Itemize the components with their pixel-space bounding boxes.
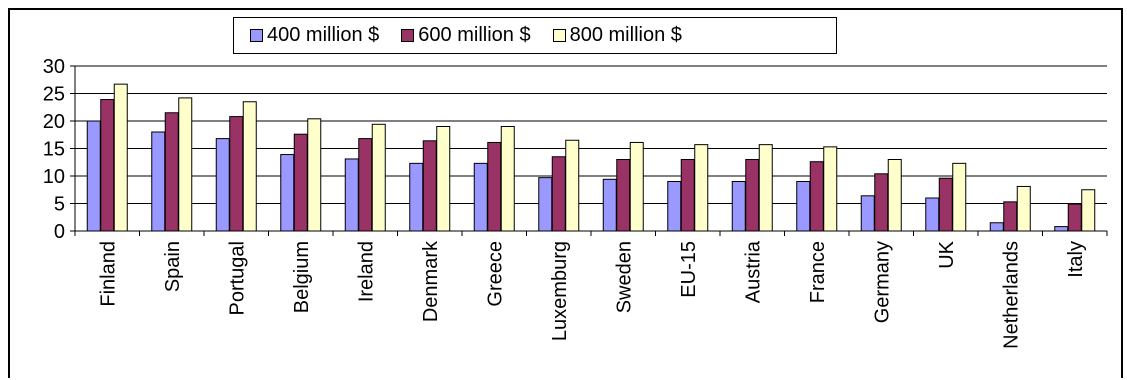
bar-netherlands-series-2 bbox=[1003, 201, 1018, 232]
bar-greece-series-2 bbox=[487, 141, 502, 232]
x-tick-label-greece: Greece bbox=[484, 241, 506, 307]
bar-uk-series-1 bbox=[925, 197, 940, 232]
legend-label-800: 800 million $ bbox=[569, 24, 682, 46]
bar-sweden-series-2 bbox=[616, 159, 631, 232]
x-tick-label-netherlands: Netherlands bbox=[1000, 241, 1022, 349]
x-tick-label-italy: Italy bbox=[1065, 241, 1087, 278]
bar-austria-series-3 bbox=[758, 144, 773, 232]
bar-portugal-series-3 bbox=[242, 101, 257, 232]
x-tick-label-belgium: Belgium bbox=[291, 241, 313, 313]
bar-belgium-series-2 bbox=[293, 133, 308, 232]
bar-eu-15-series-3 bbox=[694, 144, 709, 232]
bar-uk-series-3 bbox=[952, 162, 967, 232]
bar-germany-series-2 bbox=[874, 173, 889, 232]
bar-ireland-series-1 bbox=[344, 158, 359, 232]
bar-denmark-series-2 bbox=[422, 140, 437, 232]
bar-netherlands-series-1 bbox=[989, 222, 1004, 232]
bar-ireland-series-3 bbox=[371, 123, 386, 232]
y-tick-label-15: 15 bbox=[43, 139, 65, 161]
bar-greece-series-1 bbox=[473, 162, 488, 232]
bar-uk-series-2 bbox=[938, 177, 953, 232]
bar-france-series-3 bbox=[823, 146, 838, 232]
bar-france-series-2 bbox=[809, 161, 824, 232]
y-tick-label-25: 25 bbox=[43, 84, 65, 106]
x-tick-label-spain: Spain bbox=[162, 241, 184, 292]
bar-finland-series-3 bbox=[113, 83, 128, 232]
bar-germany-series-3 bbox=[887, 159, 902, 232]
bar-italy-series-2 bbox=[1067, 203, 1082, 232]
y-tick-label-10: 10 bbox=[43, 166, 65, 188]
x-tick-label-sweden: Sweden bbox=[613, 241, 635, 313]
bar-belgium-series-1 bbox=[280, 154, 295, 232]
bar-germany-series-1 bbox=[860, 195, 875, 232]
bar-spain-series-1 bbox=[151, 131, 166, 232]
legend-swatch-400 bbox=[250, 29, 263, 42]
legend-item-800: 800 million $ bbox=[552, 24, 682, 47]
bar-greece-series-3 bbox=[500, 126, 515, 232]
bar-italy-series-3 bbox=[1081, 189, 1096, 232]
bar-denmark-series-3 bbox=[436, 126, 451, 232]
bar-spain-series-2 bbox=[164, 112, 179, 232]
bar-denmark-series-1 bbox=[409, 162, 424, 232]
x-tick-label-germany: Germany bbox=[871, 241, 893, 323]
bar-finland-series-1 bbox=[86, 120, 101, 232]
bar-eu-15-series-1 bbox=[667, 181, 682, 232]
bar-ireland-series-2 bbox=[358, 138, 373, 232]
x-tick-label-ireland: Ireland bbox=[355, 241, 377, 302]
bar-luxemburg-series-3 bbox=[565, 139, 580, 232]
bar-france-series-1 bbox=[796, 181, 811, 232]
bar-italy-series-1 bbox=[1054, 226, 1069, 232]
bar-austria-series-1 bbox=[731, 181, 746, 232]
bar-finland-series-2 bbox=[100, 99, 115, 232]
y-tick-label-0: 0 bbox=[54, 221, 65, 243]
y-tick-label-20: 20 bbox=[43, 111, 65, 133]
x-tick-label-luxemburg: Luxemburg bbox=[549, 241, 571, 341]
legend-label-400: 400 million $ bbox=[267, 24, 380, 46]
legend-item-600: 600 million $ bbox=[401, 24, 531, 47]
legend-label-600: 600 million $ bbox=[418, 24, 531, 46]
bar-luxemburg-series-2 bbox=[551, 156, 566, 232]
bar-portugal-series-1 bbox=[215, 138, 230, 232]
x-tick-label-austria: Austria bbox=[742, 240, 764, 303]
x-tick-label-eu-15: EU-15 bbox=[678, 241, 700, 298]
legend: 400 million $ 600 million $ 800 million … bbox=[233, 17, 837, 54]
y-tick-label-30: 30 bbox=[43, 56, 65, 78]
legend-swatch-600 bbox=[401, 29, 415, 42]
bar-spain-series-3 bbox=[178, 97, 193, 232]
bar-portugal-series-2 bbox=[229, 116, 244, 232]
bar-sweden-series-1 bbox=[602, 178, 617, 232]
x-tick-label-uk: UK bbox=[936, 240, 958, 268]
x-tick-label-france: France bbox=[807, 241, 829, 303]
x-tick-label-finland: Finland bbox=[97, 241, 119, 307]
bar-belgium-series-3 bbox=[307, 118, 322, 232]
bar-luxemburg-series-1 bbox=[538, 177, 553, 232]
bar-sweden-series-3 bbox=[629, 141, 644, 232]
bar-eu-15-series-2 bbox=[680, 159, 695, 232]
x-tick-label-denmark: Denmark bbox=[420, 240, 442, 322]
legend-item-400: 400 million $ bbox=[250, 24, 379, 47]
legend-swatch-800 bbox=[552, 29, 566, 42]
x-tick-label-portugal: Portugal bbox=[226, 241, 248, 316]
bar-austria-series-2 bbox=[745, 159, 760, 232]
bar-netherlands-series-3 bbox=[1016, 185, 1031, 232]
chart-frame bbox=[8, 8, 1123, 378]
y-tick-label-5: 5 bbox=[54, 194, 65, 216]
